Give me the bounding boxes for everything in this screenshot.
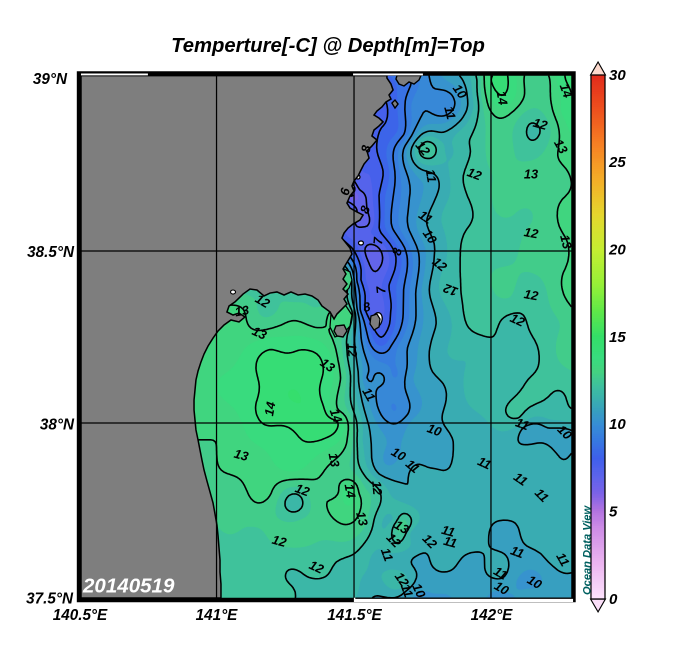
svg-text:8: 8 xyxy=(361,298,373,315)
svg-text:12: 12 xyxy=(271,532,289,550)
svg-text:10: 10 xyxy=(609,416,626,433)
svg-text:20: 20 xyxy=(608,242,626,259)
svg-text:8: 8 xyxy=(358,143,374,153)
svg-text:13: 13 xyxy=(326,451,343,468)
svg-text:11: 11 xyxy=(378,546,397,564)
svg-text:10: 10 xyxy=(420,226,440,246)
svg-text:20140519: 20140519 xyxy=(82,575,175,598)
svg-text:10: 10 xyxy=(450,81,470,101)
svg-text:11: 11 xyxy=(553,550,573,569)
svg-text:8: 8 xyxy=(389,245,406,257)
svg-text:12: 12 xyxy=(508,310,527,330)
svg-text:7: 7 xyxy=(373,285,389,294)
svg-text:141°E: 141°E xyxy=(196,607,239,624)
svg-text:12: 12 xyxy=(392,569,412,589)
svg-text:12: 12 xyxy=(441,281,459,300)
svg-text:12: 12 xyxy=(307,557,326,577)
svg-text:11: 11 xyxy=(440,522,457,540)
svg-text:13: 13 xyxy=(557,233,575,251)
svg-text:10: 10 xyxy=(409,581,429,600)
svg-text:10: 10 xyxy=(425,420,443,439)
svg-text:142°E: 142°E xyxy=(471,607,514,624)
svg-text:39°N: 39°N xyxy=(33,71,68,88)
svg-text:10: 10 xyxy=(492,578,512,598)
svg-text:38°N: 38°N xyxy=(40,416,75,433)
svg-text:11: 11 xyxy=(509,543,527,562)
svg-text:14: 14 xyxy=(327,406,346,424)
svg-text:Ocean Data View: Ocean Data View xyxy=(582,505,594,595)
svg-text:13: 13 xyxy=(233,446,251,464)
svg-text:0: 0 xyxy=(609,591,618,608)
svg-text:12: 12 xyxy=(465,164,483,183)
svg-text:12: 12 xyxy=(293,480,311,499)
svg-text:14: 14 xyxy=(261,401,278,418)
svg-text:15: 15 xyxy=(609,329,626,346)
svg-text:13: 13 xyxy=(551,136,571,156)
svg-text:11: 11 xyxy=(423,168,440,184)
svg-text:11: 11 xyxy=(491,563,510,583)
svg-text:10: 10 xyxy=(525,572,545,592)
svg-text:14: 14 xyxy=(557,81,576,99)
svg-text:13: 13 xyxy=(353,510,371,528)
svg-text:13: 13 xyxy=(250,323,269,343)
svg-text:13: 13 xyxy=(233,302,250,319)
svg-text:12: 12 xyxy=(369,480,385,495)
svg-text:14: 14 xyxy=(494,89,511,106)
svg-text:5: 5 xyxy=(609,504,618,521)
svg-text:25: 25 xyxy=(608,154,626,171)
svg-text:7: 7 xyxy=(370,236,386,245)
svg-text:12: 12 xyxy=(532,115,550,133)
svg-text:11: 11 xyxy=(475,453,493,472)
svg-text:11: 11 xyxy=(359,385,379,404)
svg-text:11: 11 xyxy=(441,104,459,121)
svg-text:10: 10 xyxy=(389,444,409,464)
svg-text:13: 13 xyxy=(392,517,412,537)
svg-text:6: 6 xyxy=(337,185,354,197)
svg-text:140.5°E: 140.5°E xyxy=(53,607,108,624)
svg-text:30: 30 xyxy=(609,67,626,84)
svg-text:11: 11 xyxy=(398,582,417,600)
svg-text:Temperture[-C] @ Depth[m]=Top: Temperture[-C] @ Depth[m]=Top xyxy=(171,35,485,57)
svg-text:11: 11 xyxy=(442,533,459,551)
svg-text:141.5°E: 141.5°E xyxy=(327,607,382,624)
svg-text:38.5°N: 38.5°N xyxy=(27,244,75,261)
svg-text:11: 11 xyxy=(514,415,532,434)
svg-text:13: 13 xyxy=(318,355,338,375)
svg-text:12: 12 xyxy=(253,291,273,311)
svg-text:13: 13 xyxy=(524,166,538,181)
svg-text:14: 14 xyxy=(342,482,359,499)
svg-text:12: 12 xyxy=(523,286,540,303)
svg-text:37.5°N: 37.5°N xyxy=(26,590,74,607)
svg-text:12: 12 xyxy=(344,342,360,357)
svg-text:12: 12 xyxy=(523,224,540,241)
